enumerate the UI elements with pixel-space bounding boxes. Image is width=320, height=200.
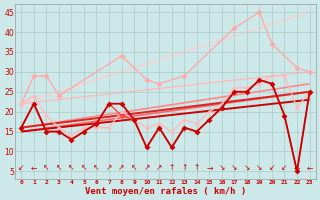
Text: ↖: ↖ xyxy=(68,163,75,172)
Text: ↗: ↗ xyxy=(118,163,125,172)
Text: ←: ← xyxy=(31,163,37,172)
Text: ↙: ↙ xyxy=(281,163,288,172)
Text: ↖: ↖ xyxy=(93,163,100,172)
Text: ↗: ↗ xyxy=(106,163,112,172)
Text: ←: ← xyxy=(306,163,313,172)
Text: ↑: ↑ xyxy=(194,163,200,172)
Text: ↖: ↖ xyxy=(81,163,87,172)
Text: ↑: ↑ xyxy=(181,163,188,172)
Text: ↘: ↘ xyxy=(244,163,250,172)
Text: ↖: ↖ xyxy=(43,163,50,172)
Text: ↗: ↗ xyxy=(156,163,162,172)
Text: ↘: ↘ xyxy=(256,163,263,172)
Text: ↘: ↘ xyxy=(231,163,237,172)
Text: ↖: ↖ xyxy=(56,163,62,172)
Text: ↘: ↘ xyxy=(219,163,225,172)
Text: →: → xyxy=(206,163,212,172)
Text: ↑: ↑ xyxy=(169,163,175,172)
Text: ←: ← xyxy=(294,163,300,172)
X-axis label: Vent moyen/en rafales ( km/h ): Vent moyen/en rafales ( km/h ) xyxy=(85,187,246,196)
Text: ↙: ↙ xyxy=(18,163,25,172)
Text: ↖: ↖ xyxy=(131,163,137,172)
Text: ↙: ↙ xyxy=(269,163,275,172)
Text: ↗: ↗ xyxy=(143,163,150,172)
